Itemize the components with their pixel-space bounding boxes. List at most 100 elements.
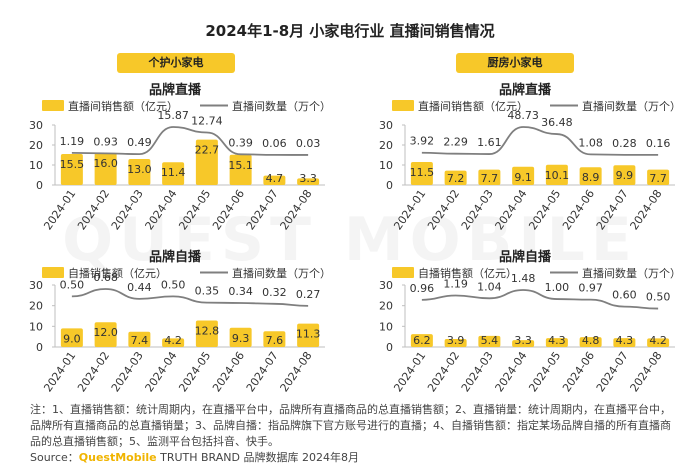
bar <box>410 162 433 185</box>
bar-value-label: 15.5 <box>60 158 85 171</box>
y-tick-label: 0 <box>36 341 43 354</box>
x-tick-label: 2024-07 <box>594 349 631 394</box>
bar-value-label: 7.4 <box>131 334 149 347</box>
bar-value-label: 16.0 <box>93 157 118 170</box>
x-tick-label: 2024-02 <box>75 349 112 394</box>
x-tick-label: 2024-04 <box>143 349 180 394</box>
x-tick-label: 2024-06 <box>560 349 597 394</box>
bar <box>613 165 636 185</box>
x-tick-label: 2024-08 <box>628 187 665 232</box>
legend-swatch-bar <box>42 267 64 278</box>
line-value-label: 0.39 <box>228 136 253 149</box>
bar <box>410 334 433 347</box>
bar-value-label: 13.0 <box>127 163 152 176</box>
bar <box>512 166 535 185</box>
bar <box>263 175 286 185</box>
bar-value-label: 12.0 <box>93 326 118 339</box>
y-tick-label: 20 <box>29 139 43 152</box>
page-title: 2024年1-8月 小家电行业 直播间销售情况 <box>205 22 495 40</box>
x-tick-label: 2024-07 <box>244 187 281 232</box>
legend-label-line: 直播间数量（万个） <box>232 99 331 113</box>
legend-label-line: 直播间数量（万个） <box>582 99 681 113</box>
line-value-label: 12.74 <box>191 115 223 128</box>
x-tick-label: 2024-05 <box>526 349 563 394</box>
bar-value-label: 7.6 <box>266 334 284 347</box>
y-tick-label: 20 <box>379 300 393 313</box>
line-value-label: 0.96 <box>410 282 435 295</box>
x-tick-label: 2024-03 <box>109 349 146 394</box>
chart-title: 品牌直播 <box>499 82 552 98</box>
line-value-label: 0.97 <box>578 282 603 295</box>
bar <box>128 159 151 185</box>
x-tick-label: 2024-08 <box>278 349 315 394</box>
bar-value-label: 3.3 <box>299 172 317 185</box>
bar <box>263 331 286 347</box>
line-value-label: 1.04 <box>477 280 502 293</box>
line-value-label: 0.16 <box>646 137 671 150</box>
bar-value-label: 9.1 <box>514 171 532 184</box>
x-tick-label: 2024-01 <box>391 187 428 232</box>
x-tick-label: 2024-08 <box>278 187 315 232</box>
bar <box>162 338 185 347</box>
line-value-label: 0.49 <box>127 136 152 149</box>
bar <box>545 338 568 347</box>
bar <box>444 338 467 347</box>
line-value-label: 0.60 <box>612 289 637 302</box>
series-line <box>421 126 659 156</box>
x-tick-label: 2024-02 <box>425 187 462 232</box>
source-rest: TRUTH BRAND 品牌数据库 2024年8月 <box>156 451 359 464</box>
y-tick-label: 30 <box>29 279 43 292</box>
y-tick-label: 30 <box>29 119 43 132</box>
x-tick-label: 2024-05 <box>176 349 213 394</box>
legend-label-bar: 直播间销售额（亿元） <box>418 99 528 113</box>
line-value-label: 36.48 <box>541 116 573 129</box>
line-value-label: 0.03 <box>296 137 321 150</box>
bar <box>94 153 117 185</box>
y-tick-label: 10 <box>379 159 393 172</box>
y-tick-label: 20 <box>29 300 43 313</box>
x-tick-label: 2024-06 <box>210 349 247 394</box>
source-brand: QuestMobile <box>78 451 157 464</box>
series-line <box>71 126 309 156</box>
x-tick-label: 2024-07 <box>244 349 281 394</box>
x-tick-label: 2024-01 <box>41 187 78 232</box>
line-value-label: 1.00 <box>545 281 570 294</box>
y-tick-label: 30 <box>379 279 393 292</box>
bar-value-label: 4.2 <box>164 334 182 347</box>
y-tick-label: 0 <box>386 341 393 354</box>
bar-value-label: 15.1 <box>228 159 253 172</box>
bar <box>195 139 218 185</box>
bar-value-label: 9.9 <box>616 169 634 182</box>
bar <box>647 169 670 185</box>
line-value-label: 0.50 <box>646 291 671 304</box>
x-tick-label: 2024-01 <box>41 349 78 394</box>
line-value-label: 3.92 <box>410 135 435 148</box>
bar-value-label: 3.9 <box>447 334 465 347</box>
x-tick-label: 2024-02 <box>425 349 462 394</box>
x-tick-label: 2024-08 <box>628 349 665 394</box>
chart-title: 品牌直播 <box>149 82 202 98</box>
bar <box>579 167 602 185</box>
bar-value-label: 9.0 <box>63 332 81 345</box>
x-tick-label: 2024-02 <box>75 187 112 232</box>
line-value-label: 1.08 <box>578 136 603 149</box>
bar <box>229 154 252 185</box>
y-tick-label: 10 <box>29 320 43 333</box>
bar <box>229 327 252 347</box>
y-tick-label: 10 <box>379 320 393 333</box>
line-value-label: 0.68 <box>93 271 118 284</box>
line-value-label: 0.44 <box>127 281 152 294</box>
section-tab-kitchen: 厨房小家电 <box>456 53 574 73</box>
x-tick-label: 2024-04 <box>143 187 180 232</box>
legend-label-bar: 自播销售额（亿元） <box>68 266 167 280</box>
legend-swatch-bar <box>392 100 414 111</box>
footnotes: 注：1、直播销售额：统计周期内，在直播平台中，品牌所有直播商品的总直播销售额；2… <box>30 403 671 448</box>
bar <box>128 331 151 347</box>
line-value-label: 0.93 <box>93 135 118 148</box>
x-tick-label: 2024-06 <box>210 187 247 232</box>
bar-value-label: 12.8 <box>195 325 220 338</box>
source-prefix: Source： <box>30 451 79 464</box>
